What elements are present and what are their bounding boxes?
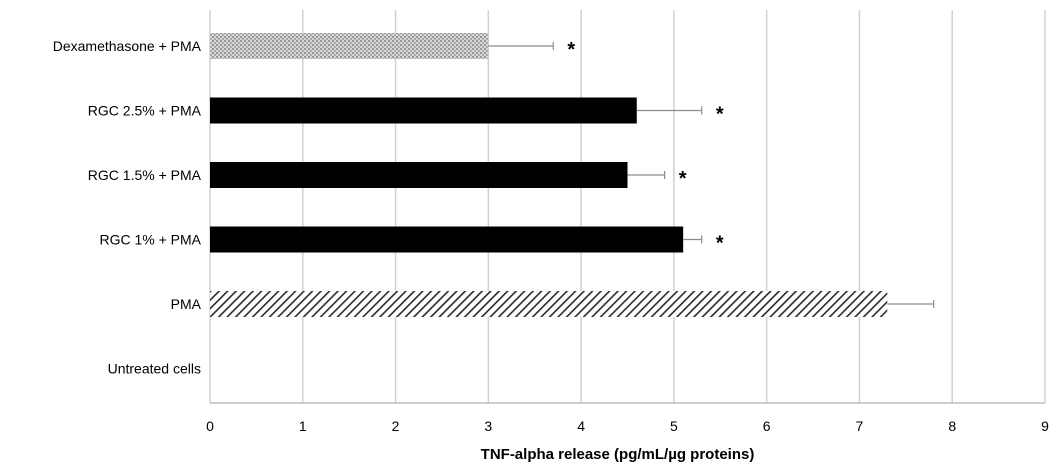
x-tick-label: 3 (484, 418, 492, 434)
significance-marker: * (679, 168, 687, 190)
x-tick-label: 1 (299, 418, 307, 434)
x-tick-label: 2 (392, 418, 400, 434)
x-tick-label: 7 (856, 418, 864, 434)
bar (210, 226, 684, 253)
x-tick-label: 6 (763, 418, 771, 434)
bar (210, 291, 888, 317)
x-tick-label: 0 (206, 418, 214, 434)
bars: * * * * (210, 33, 935, 317)
significance-marker: * (716, 233, 724, 255)
x-tick-label: 4 (577, 418, 585, 434)
category-label: PMA (171, 296, 202, 312)
bar (210, 162, 628, 188)
significance-marker: * (716, 104, 724, 126)
category-label: RGC 1% + PMA (99, 232, 201, 248)
gridlines (209, 10, 1046, 403)
bar (210, 97, 637, 124)
category-label: Dexamethasone + PMA (53, 38, 202, 54)
x-tick-label: 8 (948, 418, 956, 434)
category-label: RGC 2.5% + PMA (88, 103, 202, 119)
category-label: RGC 1.5% + PMA (88, 167, 202, 183)
x-tick-label: 9 (1041, 418, 1049, 434)
bar (210, 33, 489, 59)
category-label: Untreated cells (108, 361, 201, 377)
x-tick-label: 5 (670, 418, 678, 434)
x-axis-title: TNF-alpha release (pg/mL/µg proteins) (481, 446, 755, 463)
category-labels: Dexamethasone + PMA RGC 2.5% + PMA RGC 1.5… (53, 38, 202, 377)
significance-marker: * (567, 39, 575, 61)
x-axis: 0 1 2 3 4 5 6 7 8 9 (206, 402, 1049, 434)
